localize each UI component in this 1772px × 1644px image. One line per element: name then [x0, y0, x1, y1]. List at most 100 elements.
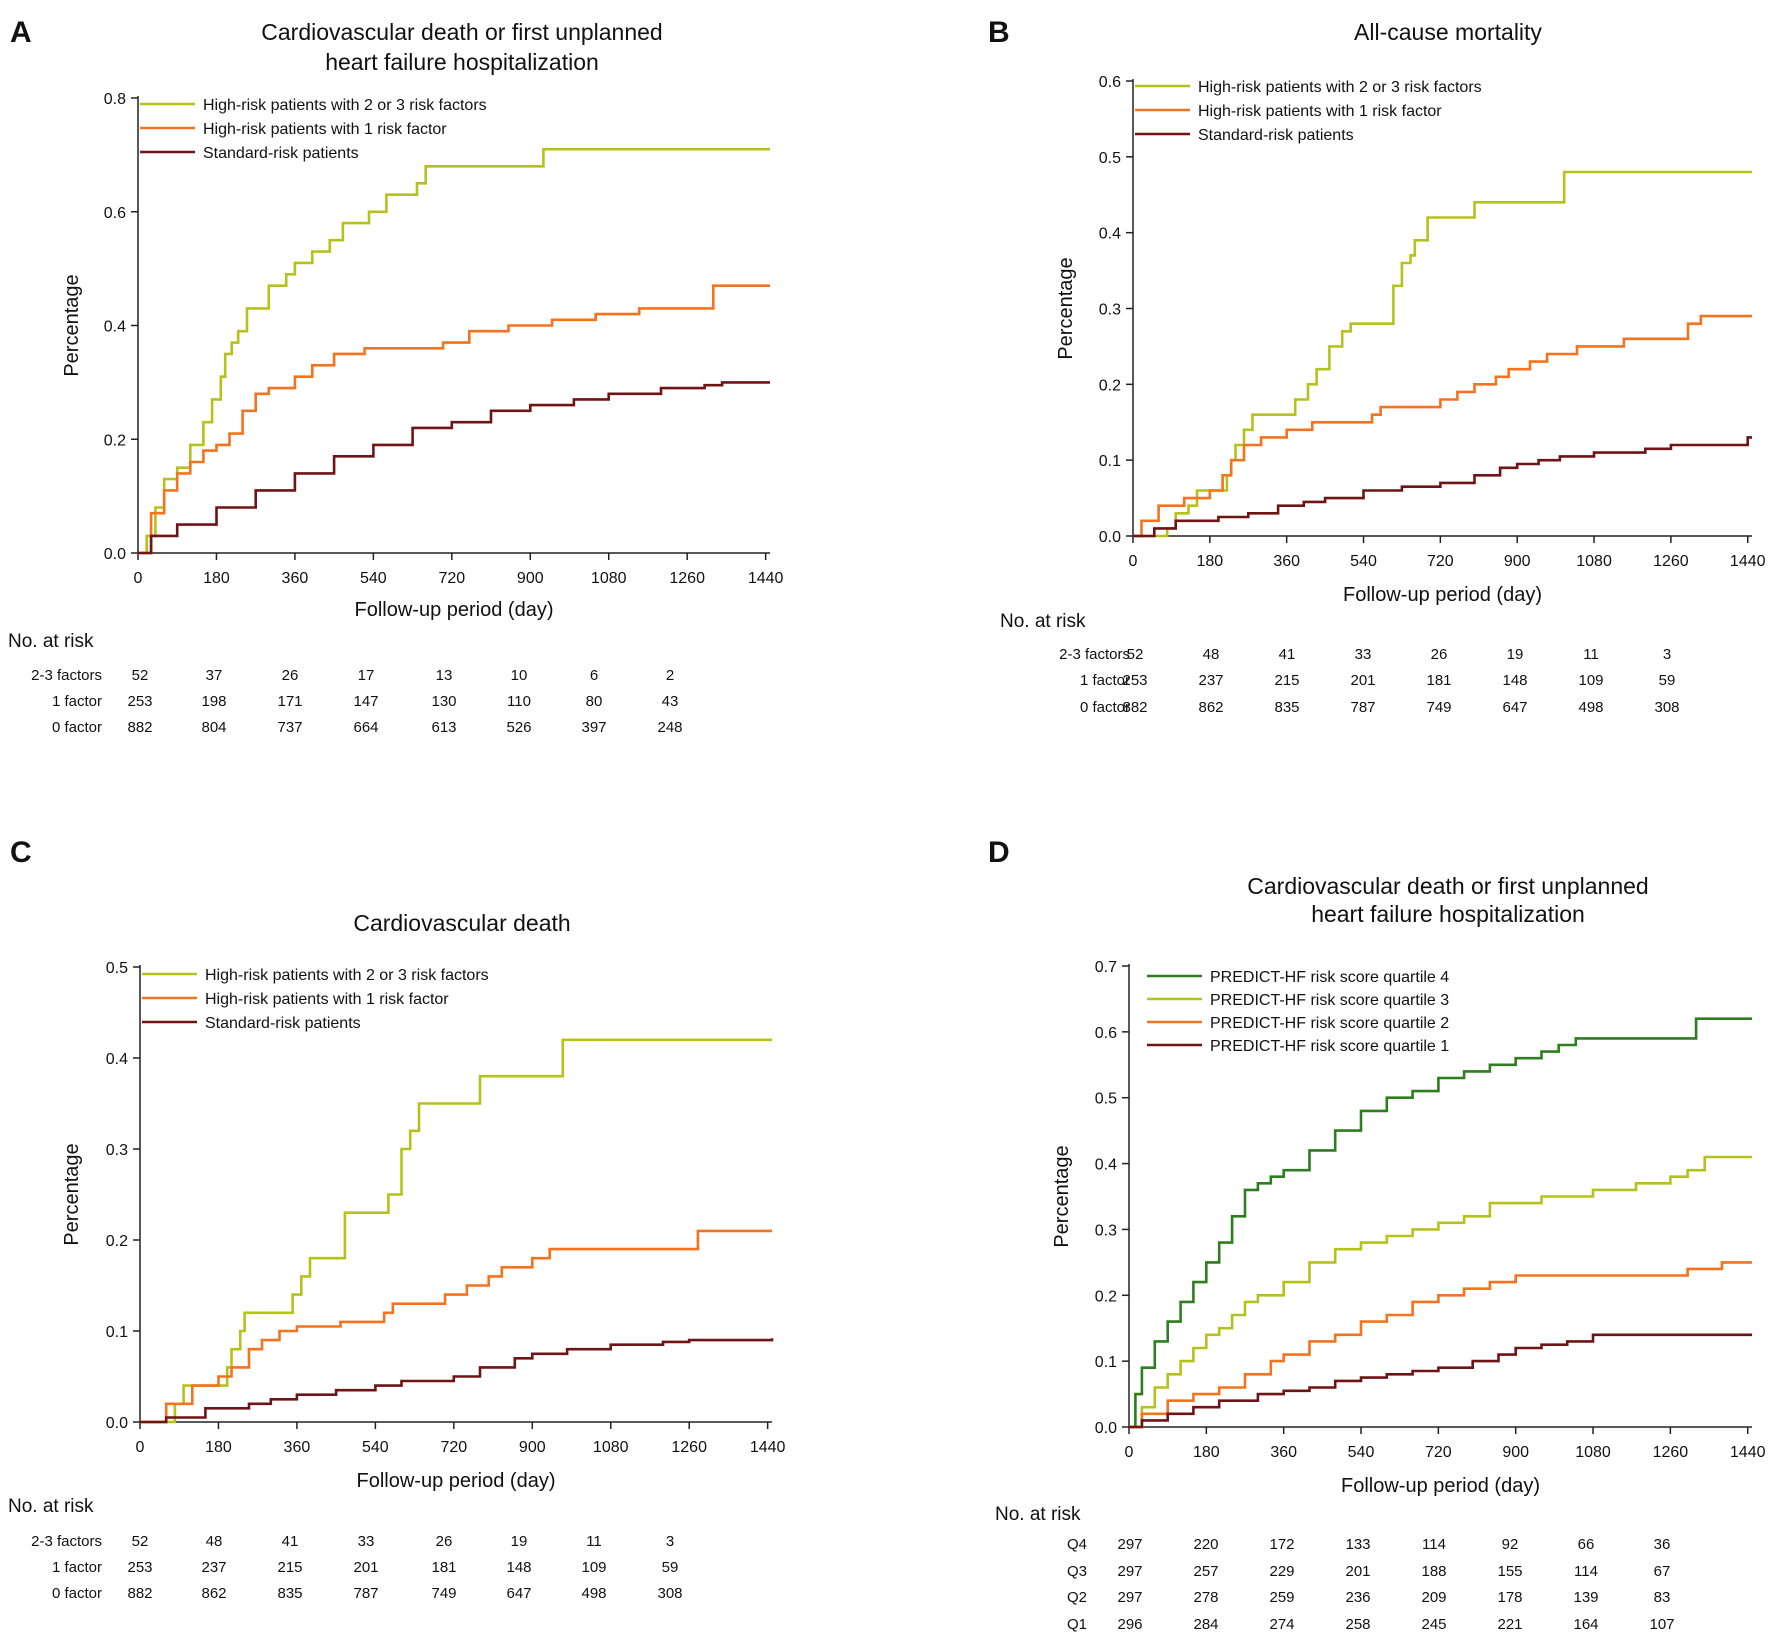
x-tick-label: 720 [1425, 1444, 1452, 1461]
x-tick-label: 360 [1270, 1444, 1297, 1461]
x-tick-label: 0 [1129, 553, 1138, 570]
y-tick-label: 0.3 [1095, 1222, 1117, 1239]
risk-table-cell: 48 [206, 1533, 223, 1550]
risk-table-cell: 274 [1269, 1616, 1294, 1633]
x-tick-label: 540 [362, 1439, 389, 1456]
risk-table-cell: 59 [1659, 672, 1676, 689]
series-line-1 [1133, 170, 1752, 538]
x-tick-label: 360 [282, 570, 309, 587]
y-tick-label: 0.6 [104, 205, 126, 222]
risk-table-cell: 59 [662, 1559, 679, 1576]
y-tick-label: 0.0 [1099, 529, 1121, 546]
risk-table-cell: 3 [666, 1533, 674, 1550]
y-axis-label: Percentage [61, 274, 83, 376]
risk-table-cell: 253 [127, 693, 152, 710]
series-line-2 [140, 1229, 772, 1424]
risk-table-row-label: 1 factor [52, 1559, 102, 1576]
legend-label: High-risk patients with 1 risk factor [205, 991, 449, 1008]
legend-label: Standard-risk patients [205, 1015, 361, 1032]
risk-table-cell: 26 [436, 1533, 453, 1550]
risk-table-cell: 787 [353, 1585, 378, 1602]
risk-table-cell: 284 [1193, 1616, 1218, 1633]
risk-table-cell: 259 [1269, 1589, 1294, 1606]
risk-table-cell: 248 [657, 719, 682, 736]
y-axis-label: Percentage [61, 1143, 83, 1245]
risk-table-cell: 11 [586, 1533, 602, 1550]
x-tick-label: 0 [136, 1439, 145, 1456]
y-tick-label: 0.2 [1099, 377, 1121, 394]
risk-table-cell: 297 [1117, 1589, 1142, 1606]
risk-table-cell: 201 [1350, 672, 1375, 689]
risk-table-cell: 133 [1345, 1536, 1370, 1553]
y-tick-label: 0.2 [104, 432, 126, 449]
legend-label: PREDICT-HF risk score quartile 1 [1210, 1038, 1449, 1055]
series-line-3 [138, 381, 770, 555]
risk-table-cell: 882 [1122, 699, 1147, 716]
x-tick-label: 720 [1427, 553, 1454, 570]
risk-table-cell: 237 [201, 1559, 226, 1576]
y-tick-label: 0.4 [1095, 1157, 1117, 1174]
risk-table-cell: 114 [1574, 1563, 1598, 1580]
legend-label: Standard-risk patients [203, 145, 359, 162]
risk-table-cell: 188 [1421, 1563, 1446, 1580]
x-tick-label: 1440 [1730, 553, 1766, 570]
risk-table-cell: 2 [666, 667, 674, 684]
risk-table-cell: 10 [511, 667, 528, 684]
risk-table-cell: 48 [1203, 646, 1220, 663]
risk-table-cell: 110 [507, 693, 531, 710]
risk-table-cell: 139 [1573, 1589, 1598, 1606]
risk-table-row-label: Q1 [1067, 1616, 1087, 1633]
risk-table-cell: 613 [431, 719, 456, 736]
x-axis-label: Follow-up period (day) [1343, 584, 1542, 606]
y-tick-label: 0.2 [1095, 1288, 1117, 1305]
panel-letter: A [10, 16, 32, 49]
risk-table-row-label: Q4 [1067, 1536, 1087, 1553]
x-tick-label: 1260 [1653, 553, 1689, 570]
x-tick-label: 720 [440, 1439, 467, 1456]
risk-table-cell: 749 [431, 1585, 456, 1602]
risk-table-cell: 109 [1578, 672, 1603, 689]
chart-title: All-cause mortality [1354, 19, 1542, 45]
risk-table-cell: 397 [581, 719, 606, 736]
y-tick-label: 0.1 [106, 1324, 128, 1341]
risk-table-cell: 52 [1127, 646, 1144, 663]
risk-table-cell: 804 [201, 719, 226, 736]
legend-label: High-risk patients with 1 risk factor [1198, 103, 1442, 120]
risk-table-row-label: Q2 [1067, 1589, 1087, 1606]
legend-label: High-risk patients with 2 or 3 risk fact… [1198, 79, 1482, 96]
series-line-2 [138, 284, 770, 555]
legend-label: PREDICT-HF risk score quartile 4 [1210, 969, 1449, 986]
chart-panel-c: C Cardiovascular death 0 180 360 540 720 900 108… [8, 836, 786, 1602]
risk-table-cell: 201 [353, 1559, 378, 1576]
risk-table-row-label: 2-3 factors [1059, 646, 1130, 663]
risk-table-cell: 308 [657, 1585, 682, 1602]
risk-table-cell: 130 [431, 693, 456, 710]
legend-label: High-risk patients with 2 or 3 risk fact… [205, 967, 489, 984]
risk-table-cell: 109 [581, 1559, 606, 1576]
x-tick-label: 1440 [750, 1439, 786, 1456]
y-axis-label: Percentage [1055, 257, 1077, 359]
risk-table-cell: 236 [1345, 1589, 1370, 1606]
y-tick-label: 0.2 [106, 1233, 128, 1250]
y-tick-label: 0.0 [1095, 1420, 1117, 1437]
legend-label: High-risk patients with 1 risk factor [203, 121, 447, 138]
risk-table-cell: 647 [1502, 699, 1527, 716]
risk-table-row-label: 2-3 factors [31, 1533, 102, 1550]
risk-table-cell: 172 [1269, 1536, 1294, 1553]
x-tick-label: 1440 [1730, 1444, 1766, 1461]
risk-table-cell: 171 [277, 693, 302, 710]
risk-table-cell: 215 [1274, 672, 1299, 689]
chart-panel-a: A Cardiovascular death or first unplanned… [8, 16, 784, 736]
x-tick-label: 180 [203, 570, 230, 587]
risk-table-cell: 297 [1117, 1563, 1142, 1580]
risk-table-cell: 43 [662, 693, 679, 710]
x-tick-label: 720 [438, 570, 465, 587]
risk-table-cell: 6 [590, 667, 598, 684]
x-tick-label: 1080 [591, 570, 627, 587]
risk-table-cell: 66 [1578, 1536, 1595, 1553]
risk-table-cell: 33 [1355, 646, 1372, 663]
x-tick-label: 1260 [671, 1439, 707, 1456]
risk-table-cell: 308 [1654, 699, 1679, 716]
risk-table-cell: 52 [132, 1533, 149, 1550]
risk-table-cell: 215 [277, 1559, 302, 1576]
